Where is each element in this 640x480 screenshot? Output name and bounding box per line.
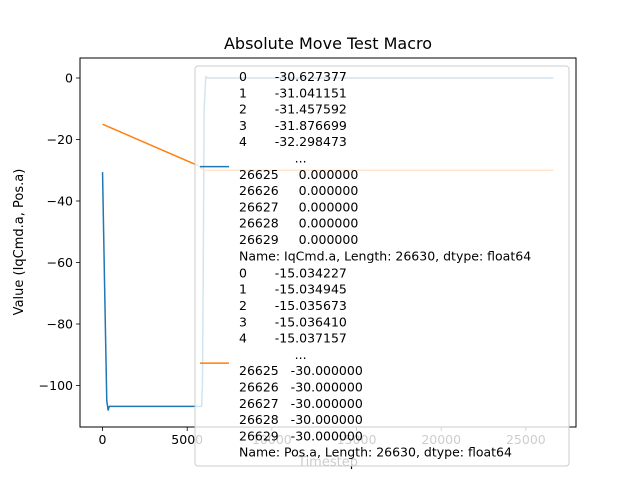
legend-text-line: 0 -15.034227 (239, 265, 347, 280)
y-axis-label: Value (IqCmd.a, Pos.a) (12, 169, 27, 316)
y-tick-label: −60 (47, 255, 73, 270)
legend-text-line: 26625 -30.000000 (239, 363, 363, 378)
legend-text-line: 26628 0.000000 (239, 216, 358, 231)
legend-box (194, 65, 570, 467)
legend-text-line: 1 -15.034945 (239, 282, 347, 297)
legend-text-line: 3 -15.036410 (239, 314, 347, 329)
legend-text-line: 26629 0.000000 (239, 232, 358, 247)
y-tick-label: 0 (65, 70, 73, 85)
legend-text-line: 26625 0.000000 (239, 167, 358, 182)
x-tick-label: 0 (99, 432, 107, 447)
legend-text-line: Name: IqCmd.a, Length: 26630, dtype: flo… (239, 248, 531, 263)
legend-text-line: 1 -31.041151 (239, 85, 347, 100)
y-tick-label: −20 (47, 132, 73, 147)
legend-text-line: 26627 0.000000 (239, 199, 358, 214)
legend-text-line: 3 -31.876699 (239, 118, 347, 133)
legend-text-line: 26627 -30.000000 (239, 396, 363, 411)
legend-text-line: Name: Pos.a, Length: 26630, dtype: float… (239, 445, 512, 460)
legend-text-line: 0 -30.627377 (239, 69, 347, 84)
legend-text-line: ... (239, 347, 307, 362)
legend-text-line: 26626 0.000000 (239, 183, 358, 198)
y-tick-label: −100 (39, 378, 73, 393)
chart-title: Absolute Move Test Macro (224, 34, 432, 53)
legend-text-line: 2 -31.457592 (239, 102, 347, 117)
legend-text-line: 26628 -30.000000 (239, 412, 363, 427)
y-tick-label: −80 (47, 316, 73, 331)
legend-text-line: 4 -15.037157 (239, 331, 347, 346)
legend-text-line: 2 -15.035673 (239, 298, 347, 313)
y-tick-label: −40 (47, 193, 73, 208)
legend-text-line: 4 -32.298473 (239, 134, 347, 149)
legend-text-line: ... (239, 151, 307, 166)
legend-text-line: 26626 -30.000000 (239, 380, 363, 395)
y-axis-ticks: 0 −20 −40 −60 −80 −100 (39, 70, 80, 393)
legend-text-line: 26629 -30.000000 (239, 428, 363, 443)
